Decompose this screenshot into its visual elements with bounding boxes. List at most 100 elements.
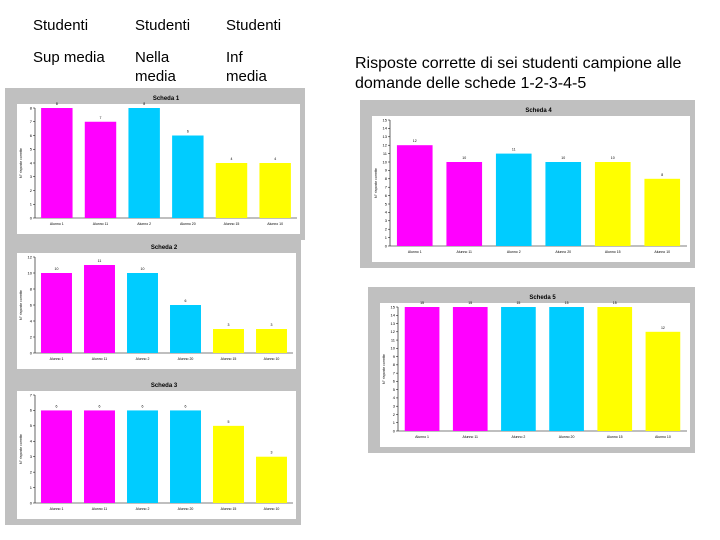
- y-tick-label: 8: [30, 105, 33, 110]
- x-tick-label: Alunno 1: [50, 222, 64, 226]
- header-cell: Studenti: [33, 17, 89, 34]
- x-tick-label: Alunno 2: [507, 250, 521, 254]
- x-tick-label: Alunno 1: [50, 507, 64, 511]
- x-tick-label: Alunno 2: [136, 357, 150, 361]
- y-tick-label: 2: [30, 469, 33, 474]
- bar: [215, 163, 248, 218]
- y-tick-label: 0: [30, 350, 33, 355]
- y-tick-label: 2: [385, 227, 388, 232]
- bar: [501, 307, 536, 431]
- chart-title: Scheda 4: [525, 108, 552, 114]
- y-tick-label: 8: [30, 286, 33, 291]
- y-tick-label: 6: [385, 193, 388, 198]
- data-label: 10: [141, 267, 145, 271]
- chart-title: Scheda 5: [529, 295, 556, 301]
- data-label: 6: [99, 404, 101, 408]
- y-tick-label: 14: [383, 126, 388, 131]
- chart: Scheda 3 N° risposte corrette 0 1 2 3 4 5 6 7 6 Alu…: [5, 375, 301, 525]
- y-tick-label: 3: [385, 218, 388, 223]
- y-tick-label: 6: [30, 302, 33, 307]
- y-tick-label: 8: [393, 362, 396, 367]
- x-tick-label: Alunno 20: [180, 222, 196, 226]
- bar: [213, 425, 244, 503]
- y-tick-label: 3: [30, 174, 33, 179]
- data-label: 11: [512, 148, 516, 152]
- bar: [256, 329, 287, 353]
- chart-title: Scheda 3: [151, 383, 178, 389]
- bar: [170, 305, 201, 353]
- y-tick-label: 4: [385, 210, 388, 215]
- header-cell: Studenti: [135, 17, 191, 34]
- data-label: 6: [187, 130, 189, 134]
- bar: [597, 307, 633, 431]
- x-tick-label: Alunno 10: [267, 222, 283, 226]
- x-tick-label: Alunno 10: [655, 435, 671, 439]
- bar: [259, 163, 291, 218]
- data-label: 3: [271, 323, 273, 327]
- x-tick-label: Alunno 11: [456, 250, 472, 254]
- data-label: 15: [565, 301, 569, 305]
- y-tick-label: 2: [393, 412, 396, 417]
- y-axis-label: N° risposte corrette: [382, 354, 386, 384]
- data-label: 10: [55, 267, 59, 271]
- x-tick-label: Alunno 11: [462, 435, 478, 439]
- bar: [127, 273, 158, 353]
- y-tick-label: 0: [30, 500, 33, 505]
- y-tick-label: 13: [391, 321, 396, 326]
- header-cell: Sup media: [33, 49, 105, 66]
- header-cell: Studenti: [226, 17, 282, 34]
- y-tick-label: 11: [383, 151, 388, 156]
- chart: Scheda 2 N° risposte corrette 0 2 4 6 8 10 12 10 A…: [5, 237, 301, 375]
- y-axis-label: N° risposte corrette: [19, 148, 23, 178]
- chart: Scheda 5N° risposte corrette012345678910…: [368, 287, 695, 453]
- y-tick-label: 10: [391, 346, 396, 351]
- y-tick-label: 4: [30, 439, 33, 444]
- y-tick-label: 2: [30, 334, 33, 339]
- y-axis-label: N° risposte corrette: [19, 434, 23, 464]
- bar: [495, 153, 532, 246]
- x-tick-label: Alunno 15: [605, 250, 621, 254]
- x-tick-label: Alunno 2: [137, 222, 151, 226]
- y-tick-label: 15: [391, 304, 396, 309]
- x-tick-label: Alunno 10: [264, 357, 280, 361]
- y-tick-label: 3: [393, 404, 396, 409]
- data-label: 15: [468, 301, 472, 305]
- bar: [644, 178, 681, 246]
- bar: [545, 162, 582, 246]
- x-tick-label: Alunno 15: [224, 222, 240, 226]
- y-axis-label: N° risposte corrette: [19, 290, 23, 320]
- bar: [256, 456, 287, 503]
- y-tick-label: 5: [30, 147, 33, 152]
- data-label: 12: [661, 326, 665, 330]
- chart: Scheda 1 N° risposte corrette 0 1 2 3 4 5 6 7 8 8 Al…: [5, 88, 305, 240]
- data-label: 6: [142, 404, 144, 408]
- x-tick-label: Alunno 20: [559, 435, 575, 439]
- chart-title: Scheda 2: [151, 245, 178, 251]
- bar: [213, 329, 244, 353]
- y-tick-label: 6: [393, 379, 396, 384]
- data-label: 3: [271, 451, 273, 455]
- data-label: 4: [231, 157, 233, 161]
- y-tick-label: 5: [30, 423, 33, 428]
- y-tick-label: 12: [383, 143, 388, 148]
- bar: [594, 162, 631, 246]
- x-tick-label: Alunno 11: [93, 222, 109, 226]
- y-tick-label: 5: [385, 201, 388, 206]
- x-tick-label: Alunno 1: [408, 250, 422, 254]
- data-label: 15: [420, 301, 424, 305]
- y-tick-label: 14: [391, 313, 396, 318]
- chart: Scheda 4N° risposte corrette012345678910…: [360, 100, 695, 268]
- y-tick-label: 12: [28, 254, 33, 259]
- bar: [452, 307, 488, 431]
- data-label: 4: [274, 157, 276, 161]
- data-label: 11: [98, 259, 102, 263]
- data-label: 6: [185, 299, 187, 303]
- y-tick-label: 1: [30, 485, 33, 490]
- x-tick-label: Alunno 20: [178, 357, 194, 361]
- y-tick-label: 1: [30, 202, 33, 207]
- y-tick-label: 10: [28, 270, 33, 275]
- y-tick-label: 5: [393, 387, 396, 392]
- y-tick-label: 8: [385, 176, 388, 181]
- data-label: 15: [613, 301, 617, 305]
